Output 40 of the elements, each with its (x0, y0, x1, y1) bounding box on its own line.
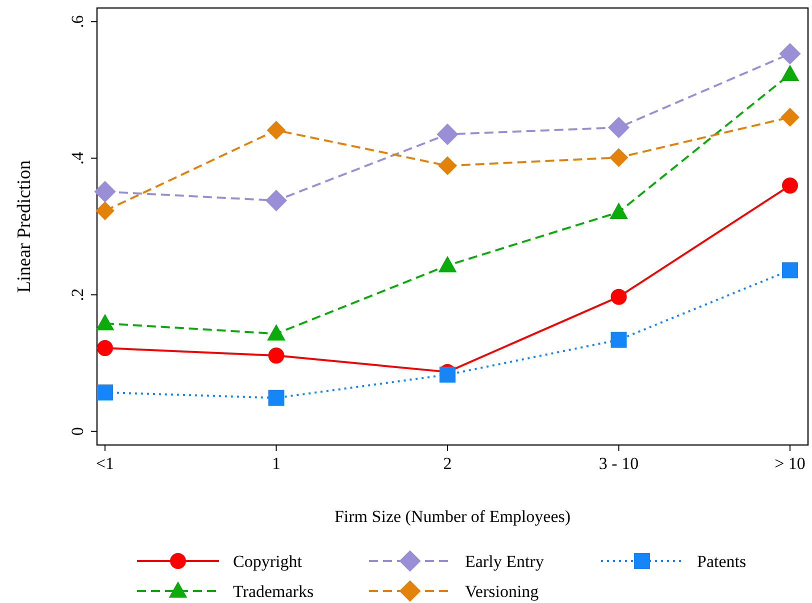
legend-label: Copyright (233, 552, 302, 571)
x-tick-label: > 10 (774, 454, 806, 473)
y-tick-label: .2 (68, 288, 87, 302)
point (97, 340, 113, 356)
y-tick-label: 0 (68, 427, 87, 436)
point (610, 332, 627, 348)
legend-label: Early Entry (465, 552, 544, 571)
point (780, 64, 800, 82)
y-axis-title: Linear Prediction (14, 160, 35, 293)
point (610, 202, 628, 219)
point (267, 324, 286, 340)
point (265, 190, 288, 212)
x-tick-label: 2 (443, 454, 452, 473)
legend-label: Versioning (465, 582, 540, 601)
point (94, 180, 116, 202)
point (268, 390, 284, 406)
point (266, 120, 286, 140)
legend-label: Patents (697, 552, 746, 571)
legend-label: Trademarks (233, 582, 314, 601)
point (438, 256, 457, 272)
point (782, 262, 798, 278)
point (440, 366, 456, 383)
point (779, 42, 801, 65)
point (608, 116, 630, 138)
point (609, 148, 628, 167)
point (96, 201, 114, 220)
x-axis-title: Firm Size (Number of Employees) (334, 507, 571, 526)
x-tick-label: <1 (96, 454, 114, 473)
y-tick-label: .6 (68, 15, 87, 28)
x-tick-label: 1 (272, 454, 280, 473)
point (268, 348, 284, 364)
point (782, 178, 798, 194)
point (97, 384, 113, 400)
point (780, 108, 800, 127)
point (436, 124, 458, 146)
point (438, 156, 457, 176)
x-tick-label: 3 - 10 (598, 454, 639, 473)
y-tick-label: .4 (68, 151, 87, 165)
point (610, 288, 627, 305)
point (96, 314, 114, 330)
